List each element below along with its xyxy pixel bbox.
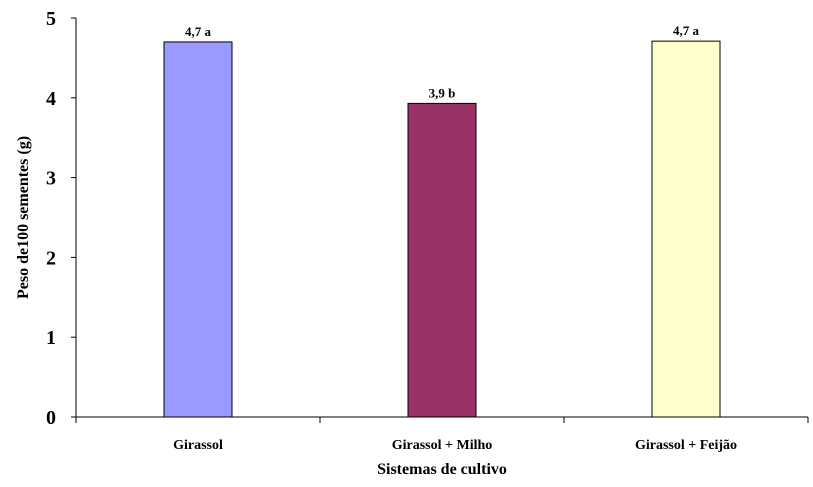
bar-data-label: 3,9 b — [429, 85, 456, 100]
y-tick-label: 5 — [46, 8, 56, 30]
bar-data-label: 4,7 a — [185, 24, 212, 39]
x-axis-title: Sistemas de cultivo — [377, 461, 507, 478]
bar — [651, 40, 721, 418]
category-label: Girassol + Milho — [392, 438, 493, 453]
y-tick-label: 0 — [46, 407, 56, 429]
bar — [407, 102, 477, 418]
category-label: Girassol + Feijão — [635, 438, 737, 453]
x-axis-ticks — [75, 417, 809, 423]
y-axis-title: Peso de100 sementes (g) — [15, 136, 32, 299]
data-labels: 4,7 a 3,9 b 4,7 a — [185, 23, 700, 100]
category-labels: Girassol Girassol + Milho Girassol + Feijã… — [173, 438, 737, 453]
bar — [163, 41, 233, 418]
bar-data-label: 4,7 a — [673, 23, 700, 38]
category-label: Girassol — [173, 438, 223, 453]
y-tick-label: 2 — [46, 247, 56, 269]
y-tick-label: 1 — [46, 327, 56, 349]
y-tick-label: 4 — [46, 88, 56, 110]
y-axis-ticks: 0 1 2 3 4 5 — [46, 8, 76, 429]
y-tick-label: 3 — [46, 168, 56, 190]
